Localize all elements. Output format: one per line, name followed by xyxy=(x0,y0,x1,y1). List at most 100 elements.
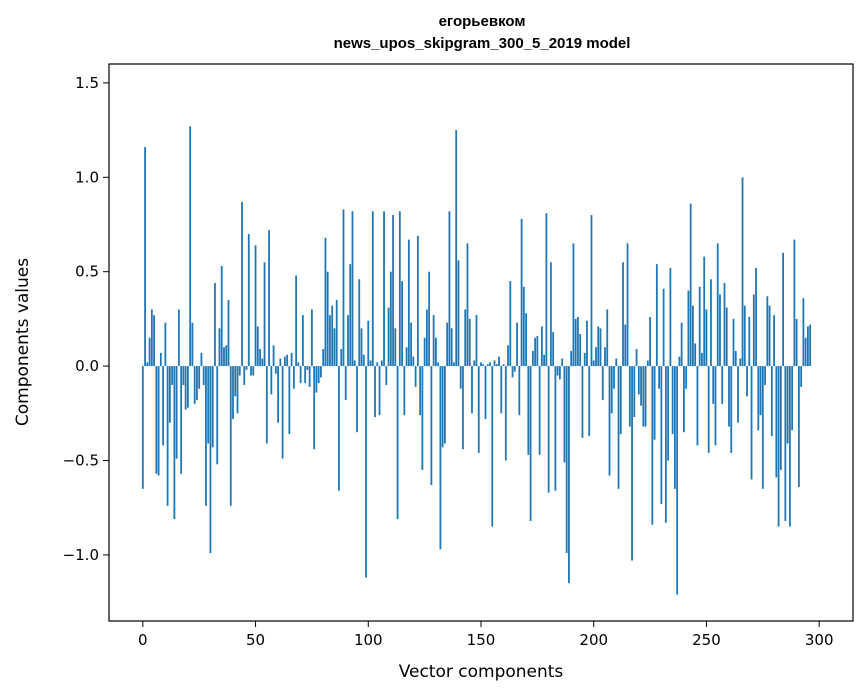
bar xyxy=(286,354,289,367)
bar xyxy=(367,320,370,367)
bar xyxy=(232,366,234,419)
bar xyxy=(398,211,401,367)
bar xyxy=(658,366,661,389)
bar xyxy=(320,366,322,378)
bar xyxy=(353,360,356,367)
bar xyxy=(218,328,221,367)
bar xyxy=(482,364,485,367)
bar xyxy=(144,147,146,367)
y-axis: −1.0 −0.5 0.0 0.5 1.0 1.5 xyxy=(63,74,109,564)
bar xyxy=(155,366,158,474)
bar xyxy=(387,307,390,367)
bar xyxy=(770,366,773,436)
bar xyxy=(703,256,706,367)
x-tick-label: 150 xyxy=(467,631,496,649)
bar xyxy=(322,349,325,367)
bar xyxy=(216,366,219,465)
bar xyxy=(473,360,476,367)
bar xyxy=(486,364,489,367)
bar xyxy=(626,243,629,367)
bar xyxy=(252,366,255,376)
bar xyxy=(606,309,609,367)
bar xyxy=(148,337,151,367)
bar xyxy=(683,366,685,433)
bar xyxy=(182,366,185,385)
bar xyxy=(444,366,446,444)
bar xyxy=(263,262,266,367)
bar xyxy=(238,366,241,376)
bar xyxy=(500,366,503,414)
bar xyxy=(468,318,471,367)
bar xyxy=(351,211,354,367)
bar xyxy=(748,317,751,367)
bar xyxy=(462,366,464,450)
bar xyxy=(631,366,633,561)
bar xyxy=(732,318,735,367)
bar xyxy=(439,366,442,550)
bar xyxy=(347,315,349,367)
bar xyxy=(236,366,239,414)
bar xyxy=(403,366,406,416)
bar xyxy=(410,322,413,367)
bar xyxy=(590,215,593,367)
bar xyxy=(619,366,622,435)
bar xyxy=(385,366,388,385)
bar xyxy=(678,356,681,367)
bar xyxy=(574,318,577,367)
bar xyxy=(394,328,397,367)
bar xyxy=(559,366,561,380)
bar xyxy=(757,366,760,431)
bar xyxy=(227,300,230,367)
bar xyxy=(495,364,498,367)
x-axis-label: Vector components xyxy=(399,662,564,682)
bar xyxy=(153,315,155,367)
bar xyxy=(800,366,803,387)
bar xyxy=(628,366,631,427)
bar xyxy=(489,362,491,367)
bar xyxy=(414,366,417,387)
bar xyxy=(369,360,372,367)
bar xyxy=(788,366,791,527)
bar xyxy=(396,366,399,520)
bar xyxy=(223,347,225,367)
bar xyxy=(450,328,453,367)
bar xyxy=(511,366,514,378)
bar xyxy=(196,366,198,401)
x-tick-label: 50 xyxy=(246,631,265,649)
bar xyxy=(306,366,309,370)
bar xyxy=(480,362,482,367)
bar xyxy=(207,366,210,444)
bar xyxy=(209,366,212,554)
bar xyxy=(613,366,615,389)
bar xyxy=(685,366,688,389)
bar xyxy=(547,366,550,493)
x-tick-label: 200 xyxy=(579,631,608,649)
bar xyxy=(710,279,712,367)
bar xyxy=(673,366,676,489)
bar xyxy=(750,366,753,480)
bar xyxy=(430,366,433,486)
bar xyxy=(313,366,316,450)
bar xyxy=(166,366,169,506)
bar xyxy=(635,349,638,367)
bar xyxy=(180,366,183,474)
bar xyxy=(721,366,724,404)
bar xyxy=(245,366,248,370)
bar xyxy=(680,322,683,367)
x-axis: 0 50 100 150 200 250 300 xyxy=(138,621,834,649)
bar xyxy=(189,126,192,367)
bar xyxy=(362,354,365,367)
bar xyxy=(572,243,575,367)
bar xyxy=(277,366,279,423)
bar xyxy=(261,358,264,367)
bar xyxy=(446,322,449,367)
bar xyxy=(795,318,798,367)
x-tick-label: 250 xyxy=(692,631,721,649)
bar xyxy=(162,366,165,446)
bar xyxy=(191,322,194,367)
bar xyxy=(279,358,282,367)
bar xyxy=(728,366,730,427)
bar xyxy=(464,309,467,367)
bar xyxy=(687,290,690,367)
bar xyxy=(768,305,771,367)
